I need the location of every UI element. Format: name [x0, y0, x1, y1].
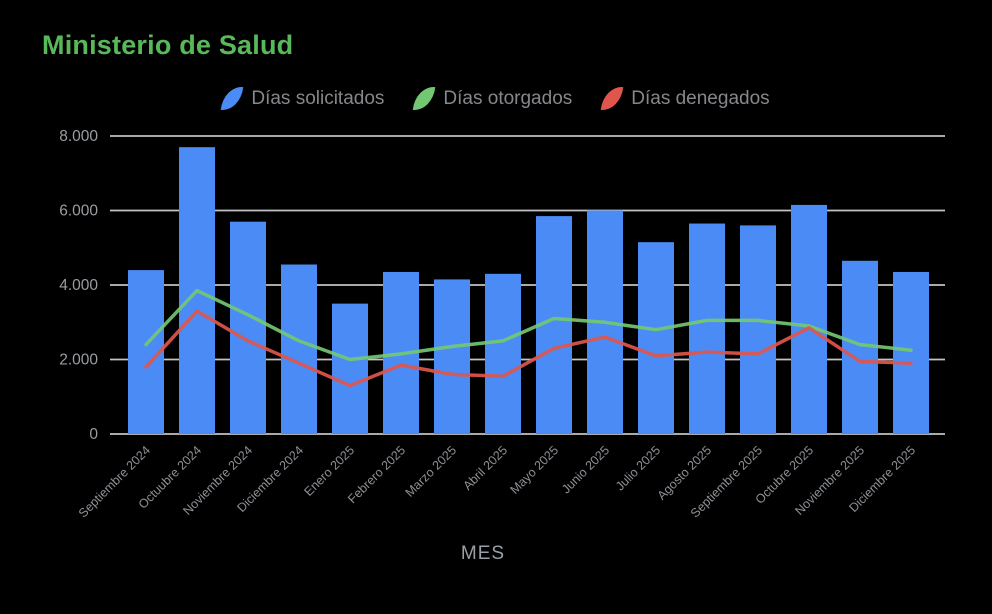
x-tick-label: Enero 2025: [302, 443, 358, 499]
y-tick-label: 2.000: [59, 352, 98, 369]
bar: [332, 303, 368, 434]
y-tick-label: 4.000: [59, 277, 98, 294]
x-tick-label: Julio 2025: [613, 443, 663, 493]
x-tick-label: Mayo 2025: [507, 443, 561, 497]
chart-title: Ministerio de Salud: [42, 30, 294, 60]
legend-item-denegados: Días denegados: [601, 85, 770, 112]
legend: Días solicitados Días otorgados Días den…: [0, 85, 992, 112]
legend-label-solicitados: Días solicitados: [251, 87, 385, 109]
bar: [434, 279, 470, 434]
legend-label-otorgados: Días otorgados: [443, 87, 573, 109]
bar: [689, 223, 725, 434]
bar: [740, 225, 776, 434]
bar: [893, 271, 929, 434]
bar: [230, 221, 266, 434]
x-tick-label: Junio 2025: [559, 443, 612, 496]
bar: [281, 264, 317, 434]
x-tick-label: Marzo 2025: [403, 443, 460, 500]
y-tick-label: 8.000: [59, 128, 98, 145]
y-tick-label: 0: [89, 426, 98, 443]
legend-item-otorgados: Días otorgados: [413, 85, 573, 112]
bar: [638, 242, 674, 434]
legend-label-denegados: Días denegados: [631, 87, 770, 109]
bar: [791, 204, 827, 434]
bar: [485, 273, 521, 434]
line-días-denegados: [144, 309, 913, 388]
legend-item-solicitados: Días solicitados: [221, 85, 385, 112]
line-días-otorgados: [144, 288, 913, 362]
y-tick-label: 6.000: [59, 203, 98, 220]
x-tick-label: Abril 2025: [460, 443, 510, 493]
x-axis-title: MES: [460, 543, 506, 564]
